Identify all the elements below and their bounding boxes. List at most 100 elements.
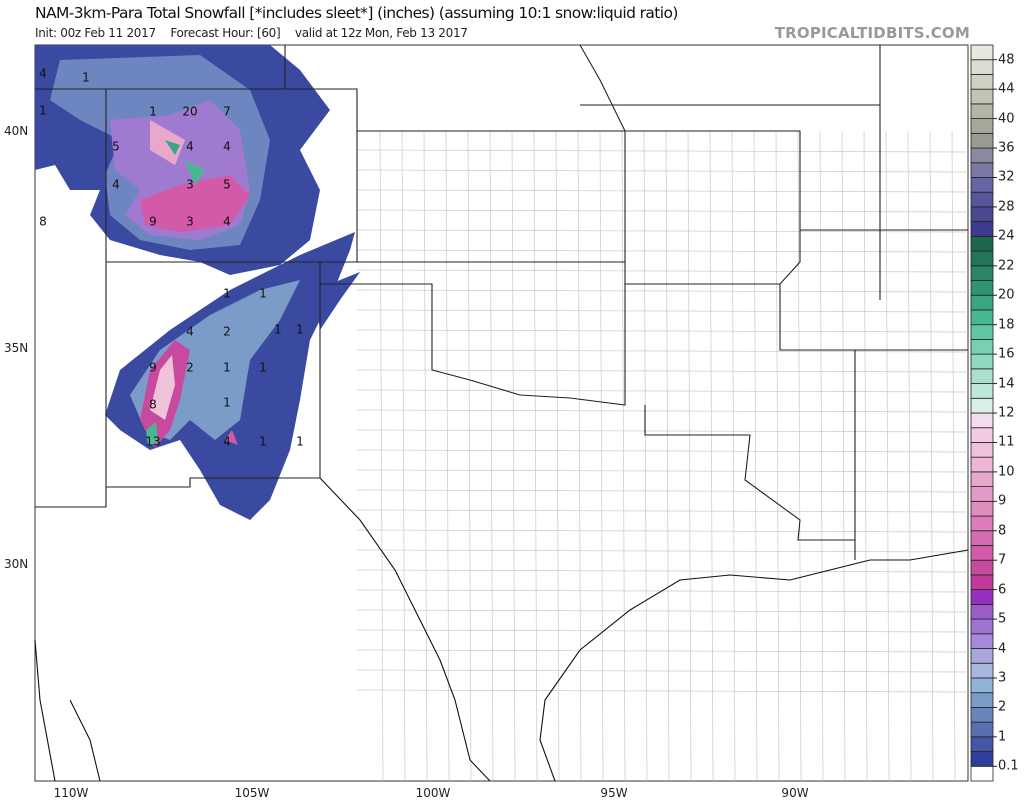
colorbar-label: 11: [998, 434, 1015, 450]
colorbar-segment: [970, 383, 994, 399]
colorbar-segment: [970, 206, 994, 223]
colorbar-label: 6: [998, 582, 1007, 598]
colorbar-label: 36: [998, 140, 1015, 156]
colorbar-segment: [970, 59, 994, 75]
colorbar-segment: [970, 397, 994, 414]
county-lines: [356, 130, 969, 782]
snow-total-label: 1: [39, 104, 47, 118]
colorbar-label: 1: [998, 729, 1007, 745]
snow-total-label: 3: [186, 178, 194, 192]
snowfall-shading: [35, 45, 360, 520]
colorbar-segment: [970, 74, 994, 90]
snow-total-label: 1: [149, 105, 157, 119]
colorbar-segment: [970, 545, 994, 561]
colorbar-segment: [970, 471, 994, 488]
lat-label: 35N: [4, 341, 29, 355]
colorbar-segment: [970, 648, 994, 664]
snow-total-label: 8: [149, 398, 157, 412]
colorbar-label: 8: [998, 523, 1007, 539]
forecast-hour: Forecast Hour: [60]: [170, 26, 281, 40]
snow-total-label: 1: [223, 361, 231, 375]
colorbar-segment: [970, 412, 994, 429]
colorbar-segment: [970, 603, 994, 620]
snow-total-label: 1: [82, 71, 90, 85]
snow-total-label: 1: [274, 323, 282, 337]
snow-total-label: 4: [186, 140, 194, 154]
colorbar-segment: [970, 707, 994, 723]
colorbar-segment: [970, 324, 994, 340]
colorbar-segment: [970, 692, 994, 708]
snow-total-label: 4: [223, 140, 231, 154]
colorbar-segment: [970, 235, 994, 252]
snow-total-label: 9: [149, 361, 157, 375]
colorbar-label: 40: [998, 111, 1015, 127]
map-title: NAM-3km-Para Total Snowfall [*includes s…: [35, 4, 678, 22]
lon-label: 105W: [234, 786, 270, 800]
snow-total-labels: 4 11 1 20 75 4 44 3 58 9 3 41 14 2 1 19 2 1 18 113 4 1 1: [39, 67, 304, 449]
snow-total-label: 5: [112, 140, 120, 154]
colorbar-label: 20: [998, 287, 1015, 303]
colorbar-label: 9: [998, 493, 1007, 509]
colorbar-segment: [970, 353, 994, 370]
colorbar-label: 7: [998, 552, 1007, 568]
snow-total-label: 4: [112, 178, 120, 192]
snow-total-label: 4: [223, 435, 231, 449]
snow-total-label: 4: [223, 215, 231, 229]
colorbar-segment: [970, 456, 994, 473]
colorbar-label: 16: [998, 346, 1015, 362]
colorbar-segment: [970, 721, 994, 738]
colorbar-segment: [970, 88, 994, 105]
colorbar-segment: [970, 427, 994, 443]
brand-watermark[interactable]: TROPICALTIDBITS.COM: [774, 24, 970, 42]
lat-label: 40N: [4, 124, 29, 138]
colorbar-segment: [970, 309, 994, 326]
colorbar-segment: [970, 633, 994, 649]
snow-total-label: 8: [39, 215, 47, 229]
colorbar-segment: [970, 618, 994, 635]
snow-total-label: 9: [149, 215, 157, 229]
colorbar-label: 44: [998, 81, 1015, 97]
colorbar-label: 32: [998, 169, 1015, 185]
snow-total-label: 5: [223, 178, 231, 192]
snow-total-label: 20: [182, 105, 197, 119]
colorbar-segment: [970, 103, 994, 119]
snow-total-label: 13: [145, 435, 160, 449]
colorbar-segment: [970, 221, 994, 237]
colorbar-segment: [970, 250, 994, 267]
snow-total-label: 1: [296, 435, 304, 449]
colorbar-label: 10: [998, 464, 1015, 480]
colorbar-label: 5: [998, 611, 1007, 627]
colorbar-segment: [970, 118, 994, 134]
colorbar-segment: [970, 177, 994, 193]
lon-label: 100W: [415, 786, 451, 800]
state-borders: [35, 44, 968, 560]
colorbar-label: 14: [998, 376, 1015, 392]
colorbar-label: 12: [998, 405, 1015, 421]
colorbar-segment: [970, 662, 994, 679]
coastline: [34, 477, 969, 782]
colorbar-segment: [970, 132, 994, 149]
snow-total-label: 1: [259, 287, 267, 301]
snow-total-label: 1: [223, 287, 231, 301]
snow-total-label: 4: [186, 325, 194, 339]
lon-label: 95W: [600, 786, 628, 800]
colorbar-label: 18: [998, 317, 1015, 333]
colorbar-label: 2: [998, 699, 1007, 715]
snow-total-label: 2: [186, 361, 194, 375]
colorbar-segment: [970, 44, 994, 61]
colorbar-segment: [970, 515, 994, 532]
snow-total-label: 7: [223, 105, 231, 119]
lat-label: 30N: [4, 557, 29, 571]
colorbar-segment: [970, 338, 994, 355]
colorbar-segment: [970, 294, 994, 311]
snow-total-label: 1: [259, 361, 267, 375]
init-time: Init: 00z Feb 11 2017: [35, 26, 156, 40]
colorbar-segment: [970, 191, 994, 208]
snow-total-label: 2: [223, 325, 231, 339]
colorbar-label: 0.1: [998, 758, 1019, 774]
colorbar-segment: [970, 162, 994, 178]
snow-total-label: 1: [259, 435, 267, 449]
colorbar-segment: [970, 147, 994, 164]
colorbar-segment: [970, 736, 994, 752]
